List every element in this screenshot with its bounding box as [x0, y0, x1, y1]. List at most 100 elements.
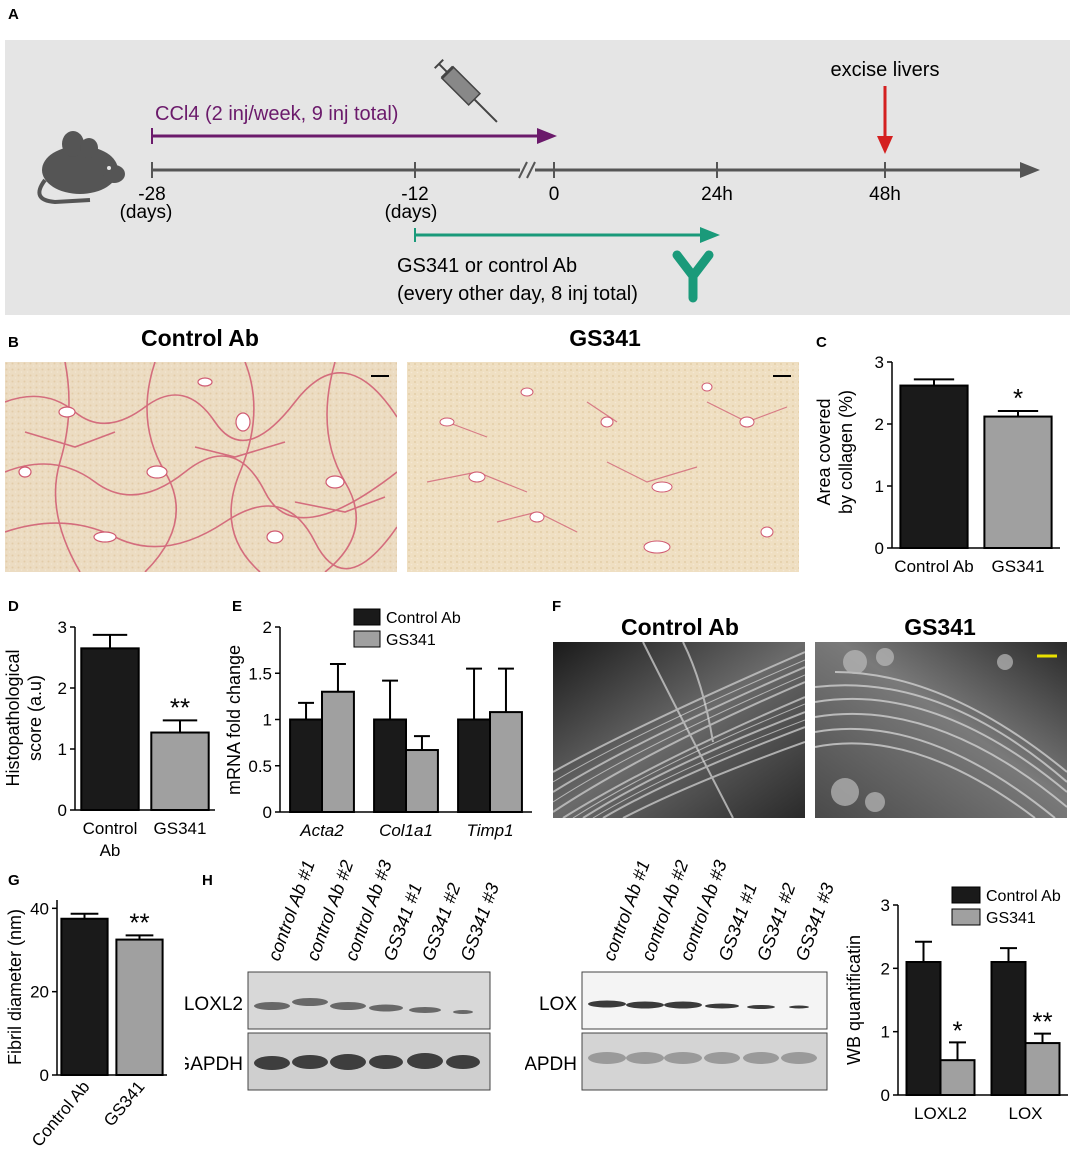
- y-tick-label: 2: [875, 415, 884, 434]
- y-tick-label: 0.5: [248, 757, 272, 776]
- y-tick-label: 0: [263, 803, 272, 822]
- tick-label-0: 0: [549, 184, 560, 205]
- legend-swatch: [353, 608, 381, 626]
- y-tick-label: 2: [881, 959, 890, 978]
- bar-col1a1-control-ab: [373, 718, 408, 813]
- y-tick-label: 3: [875, 353, 884, 372]
- y-tick-label: 1: [58, 740, 67, 759]
- y-axis-label: mRNA fold change: [224, 645, 244, 795]
- y-tick-label: 3: [881, 896, 890, 915]
- gapdh-label-1: GAPDH: [185, 1054, 243, 1075]
- bar-control: [80, 647, 140, 811]
- histology-image-control: [5, 362, 397, 572]
- legend-label: Control Ab: [986, 888, 1061, 905]
- lox-label: LOX: [539, 994, 577, 1015]
- bar-loxl2-control-ab: [905, 961, 942, 1096]
- timeline-background: [5, 40, 1070, 315]
- x-tick-label: Col1a1: [379, 821, 433, 840]
- bar-timp1-gs341: [489, 711, 523, 813]
- axis-break-1: [518, 161, 528, 179]
- lane-label: GS341 #3: [456, 880, 503, 963]
- y-tick-label: 2: [263, 618, 272, 637]
- bar-timp1-control-ab: [457, 718, 492, 813]
- x-tick-label: Acta2: [299, 821, 344, 840]
- x-tick-label: Timp1: [466, 821, 513, 840]
- x-tick-label: LOXL2: [914, 1104, 967, 1123]
- panel-label-b: B: [8, 334, 19, 351]
- histology-left-title: Control Ab: [141, 325, 259, 351]
- bar-gs341: [150, 731, 210, 811]
- y-axis-label-1: Histopathological: [5, 649, 23, 786]
- tick-label-48h: 48h: [869, 184, 901, 205]
- x-tick-label: Control: [83, 819, 138, 838]
- syringe-icon: [434, 59, 498, 123]
- significance-mark: **: [129, 907, 149, 937]
- treatment-label-1: GS341 or control Ab: [397, 255, 577, 277]
- sem-left-title: Control Ab: [621, 614, 739, 640]
- y-axis-label: WB quantificatin: [844, 935, 864, 1065]
- panel-label-g: G: [8, 872, 20, 889]
- y-tick-label: 0: [40, 1066, 49, 1085]
- significance-mark: *: [952, 1015, 962, 1045]
- x-tick-label: GS341: [100, 1077, 149, 1130]
- legend-swatch: [353, 630, 381, 648]
- x-tick-label: Control Ab: [894, 557, 973, 576]
- axis-break-2: [526, 161, 536, 179]
- treatment-arrowhead: [700, 227, 720, 243]
- x-tick-label: GS341: [992, 557, 1045, 576]
- sem-right-title: GS341: [904, 614, 976, 640]
- bar-control-ab: [899, 384, 969, 550]
- x-tick-label: Control Ab: [28, 1077, 94, 1150]
- treatment-label-2: (every other day, 8 inj total): [397, 283, 638, 305]
- significance-mark: **: [1032, 1007, 1052, 1037]
- bar-acta2-gs341: [321, 690, 355, 813]
- x-tick-label: GS341: [154, 819, 207, 838]
- y-tick-label: 1.5: [248, 664, 272, 683]
- chart-g: 0 20 40 Control Ab ** GS341 Fibril diameter (n…: [5, 899, 167, 1150]
- bar-gs341: [983, 415, 1053, 549]
- timeline-panel: -28 (days) -12 (days) 0 24h 48h CCl4 (2 …: [5, 40, 1070, 315]
- bar-col1a1-gs341: [405, 749, 439, 813]
- y-tick-label: 1: [263, 711, 272, 730]
- ccl4-arrowhead: [537, 128, 557, 144]
- bar-control-ab: [60, 917, 109, 1076]
- y-tick-label: 0: [881, 1086, 890, 1105]
- y-axis-label-1: Area covered: [814, 398, 834, 505]
- y-axis-label-2: by collagen (%): [836, 390, 856, 514]
- legend-swatch: [951, 886, 981, 904]
- gapdh-label-2: GAPDH: [525, 1054, 577, 1075]
- x-tick-label: LOX: [1008, 1104, 1042, 1123]
- excise-label: excise livers: [831, 59, 940, 81]
- antibody-icon: [672, 250, 714, 303]
- bar-loxl2-gs341: [939, 1059, 976, 1097]
- tick-label-days-2: (days): [385, 202, 438, 223]
- ccl4-label: CCl4 (2 inj/week, 9 inj total): [155, 103, 398, 125]
- chart-h: 0 1 2 3 * LOXL2 ** LOX WB quantificatin Control A…: [844, 886, 1068, 1123]
- bar-lox-gs341: [1024, 1042, 1061, 1096]
- chart-e: 0 0.5 1 1.5 2 Acta2 Col1a1 Timp1 mRNA fold chang…: [224, 608, 532, 840]
- panel-label-a: A: [8, 6, 19, 23]
- panel-label-d: D: [8, 598, 19, 615]
- y-tick-label: 0: [58, 801, 67, 820]
- y-tick-label: 0: [875, 539, 884, 558]
- lane-label: GS341 #3: [791, 880, 835, 963]
- legend-swatch: [951, 908, 981, 926]
- significance-mark: **: [170, 692, 190, 722]
- legend-label: GS341: [986, 910, 1036, 927]
- mouse-icon: [37, 131, 125, 205]
- chart-d: 0 1 2 3 Control Ab ** GS341 Histopathological sco…: [5, 618, 215, 860]
- y-tick-label: 20: [30, 983, 49, 1002]
- time-axis-arrowhead: [1020, 162, 1040, 178]
- y-tick-label: 1: [875, 477, 884, 496]
- loxl2-label: LOXL2: [185, 994, 243, 1015]
- panel-label-h: H: [202, 872, 213, 889]
- excise-arrowhead: [877, 136, 893, 154]
- legend-label: GS341: [386, 632, 436, 649]
- y-tick-label: 3: [58, 618, 67, 637]
- tick-label-days-1: (days): [120, 202, 173, 223]
- y-axis-label: Fibril diameter (nm): [5, 909, 25, 1065]
- chart-c: 0 1 2 3 Control Ab * GS341 Area covered by colla…: [814, 353, 1060, 576]
- y-axis-label-2: score (a.u): [25, 675, 45, 761]
- histology-right-title: GS341: [569, 325, 641, 351]
